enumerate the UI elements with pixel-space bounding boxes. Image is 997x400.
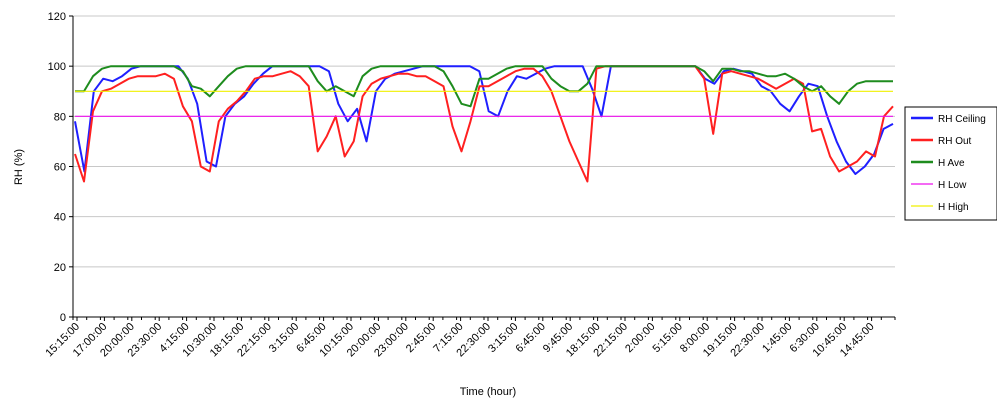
x-tick-label: 3:15:00: [486, 321, 520, 355]
legend: RH Ceiling RH Out H Ave H Low H High: [904, 106, 997, 221]
legend-entry: H High: [938, 202, 969, 213]
series-line-h-ave: [75, 65, 893, 108]
x-tick-label: 6:45:00: [513, 321, 547, 355]
legend-entry: H Low: [938, 180, 967, 191]
legend-entry: RH Out: [938, 136, 972, 147]
legend-box: [904, 106, 997, 221]
legend-entry: H Ave: [938, 158, 965, 169]
y-tick-label: 20: [54, 262, 66, 274]
x-axis-title: Time (hour): [460, 386, 516, 398]
x-tick-label: 3:15:00: [267, 321, 301, 355]
y-axis-title: RH (%): [13, 149, 25, 185]
y-tick-label: 60: [54, 162, 66, 174]
series-line-rh-ceiling: [74, 65, 894, 175]
x-tick-label: 5:15:00: [650, 321, 684, 355]
y-tick-labels: 0 20 40 60 80 100 120: [48, 11, 73, 324]
y-tick-label: 120: [48, 11, 66, 23]
x-tick-label: 2:00:00: [623, 321, 657, 355]
y-tick-label: 80: [54, 111, 66, 123]
series-line-rh-out: [74, 65, 894, 183]
y-tick-label: 40: [54, 212, 66, 224]
x-tick-label: 2:45:00: [404, 321, 438, 355]
y-tick-label: 100: [48, 61, 66, 73]
series-lines: [74, 65, 894, 183]
legend-entry: RH Ceiling: [938, 114, 986, 125]
y-tick-label: 0: [60, 312, 66, 324]
x-tick-labels: 15:15:0017:00:0020:00:0023:30:004:15:001…: [43, 317, 896, 359]
x-tick-label: 1:45:00: [760, 321, 794, 355]
